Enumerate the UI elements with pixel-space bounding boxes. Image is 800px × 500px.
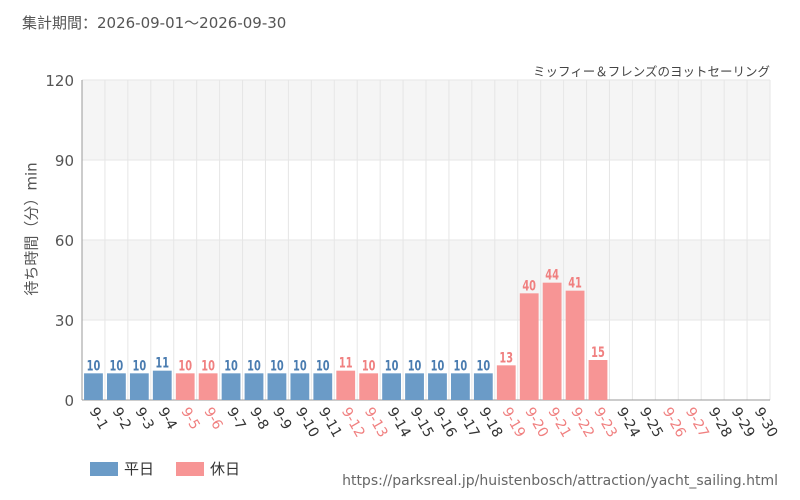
x-tick-label: 9-14 — [384, 405, 414, 441]
bar-value-label: 10 — [132, 357, 146, 374]
bar — [565, 290, 585, 400]
x-tick-label: 9-13 — [361, 405, 391, 441]
bar — [519, 293, 539, 400]
x-tick-label: 9-15 — [407, 405, 437, 441]
x-tick-label: 9-16 — [430, 405, 460, 441]
x-tick-label: 9-25 — [636, 405, 666, 441]
bar-value-label: 13 — [499, 349, 513, 366]
x-tick-label: 9-29 — [728, 405, 758, 441]
y-tick-label: 120 — [45, 72, 74, 90]
x-tick-label: 9-24 — [613, 405, 643, 441]
bar-value-label: 10 — [408, 357, 422, 374]
x-tick-label: 9-26 — [659, 405, 689, 441]
bar — [313, 373, 333, 400]
x-tick-label: 9-8 — [246, 405, 271, 433]
x-tick-label: 9-3 — [132, 405, 157, 433]
bar — [198, 373, 218, 400]
bar-value-label: 10 — [201, 357, 215, 374]
bar-value-label: 10 — [87, 357, 101, 374]
bar — [382, 373, 402, 400]
chart-legend: 平日 休日 — [90, 458, 262, 479]
bar — [359, 373, 379, 400]
bar-value-label: 11 — [339, 354, 353, 371]
x-tick-label: 9-11 — [315, 405, 345, 441]
x-tick-label: 9-19 — [498, 405, 528, 441]
bar — [267, 373, 287, 400]
legend-label-holiday: 休日 — [210, 460, 241, 478]
bar-value-label: 10 — [178, 357, 192, 374]
x-tick-label: 9-28 — [705, 405, 735, 441]
x-tick-label: 9-1 — [86, 405, 111, 433]
bar — [588, 360, 608, 400]
bar — [473, 373, 493, 400]
bar-value-label: 10 — [316, 357, 330, 374]
source-url: https://parksreal.jp/huistenbosch/attrac… — [342, 473, 778, 489]
legend-swatch-weekday — [90, 461, 118, 476]
period-label: 集計期間：2026-09-01～2026-09-30 — [22, 14, 287, 32]
x-tick-label: 9-2 — [109, 405, 134, 433]
bar — [496, 365, 516, 400]
y-tick-label: 60 — [55, 232, 74, 250]
bar-value-label: 40 — [522, 277, 536, 294]
x-tick-label: 9-5 — [177, 405, 202, 433]
bar-value-label: 10 — [431, 357, 445, 374]
chart-subtitle: ミッフィー＆フレンズのヨットセーリング — [532, 64, 770, 79]
bar — [244, 373, 264, 400]
x-tick-label: 9-12 — [338, 405, 368, 441]
bar — [405, 373, 424, 400]
bar — [450, 373, 470, 400]
legend-item-weekday: 平日 — [90, 458, 154, 479]
bar — [290, 373, 310, 400]
bar-value-label: 10 — [110, 357, 124, 374]
bar-value-label: 10 — [476, 357, 490, 374]
y-tick-label: 30 — [55, 312, 74, 330]
x-tick-label: 9-30 — [751, 405, 781, 441]
bar-value-label: 11 — [155, 354, 169, 371]
bar — [175, 373, 195, 400]
x-tick-label: 9-23 — [590, 405, 620, 441]
x-tick-label: 9-20 — [521, 405, 551, 441]
x-tick-label: 9-22 — [567, 405, 597, 441]
bar — [152, 370, 172, 400]
x-tick-label: 9-10 — [292, 405, 322, 441]
bar — [428, 373, 447, 400]
legend-item-holiday: 休日 — [176, 458, 240, 479]
x-tick-label: 9-21 — [544, 405, 574, 441]
legend-label-weekday: 平日 — [124, 460, 155, 478]
bar-value-label: 15 — [591, 344, 605, 361]
x-tick-label: 9-7 — [223, 405, 248, 433]
y-tick-label: 0 — [64, 392, 74, 410]
bar-value-label: 41 — [568, 274, 582, 291]
bar — [336, 370, 356, 400]
legend-swatch-holiday — [176, 461, 205, 476]
x-tick-label: 9-6 — [200, 405, 225, 433]
bar-value-label: 10 — [362, 357, 376, 374]
bar — [84, 373, 103, 400]
y-tick-label: 90 — [55, 152, 74, 170]
bar-value-label: 10 — [270, 357, 284, 374]
bar — [106, 373, 126, 400]
x-tick-label: 9-27 — [682, 405, 712, 441]
bar-value-label: 10 — [224, 357, 238, 374]
bar-value-label: 10 — [454, 357, 468, 374]
bar — [221, 373, 241, 400]
x-tick-label: 9-9 — [269, 405, 294, 433]
bar-value-label: 10 — [385, 357, 399, 374]
x-tick-label: 9-4 — [154, 405, 179, 433]
bar-value-label: 10 — [247, 357, 261, 374]
bar — [542, 282, 562, 400]
x-tick-label: 9-17 — [453, 405, 483, 441]
bar-value-label: 44 — [545, 266, 559, 283]
bar — [129, 373, 149, 400]
x-tick-label: 9-18 — [476, 405, 506, 441]
bar-value-label: 10 — [293, 357, 307, 374]
